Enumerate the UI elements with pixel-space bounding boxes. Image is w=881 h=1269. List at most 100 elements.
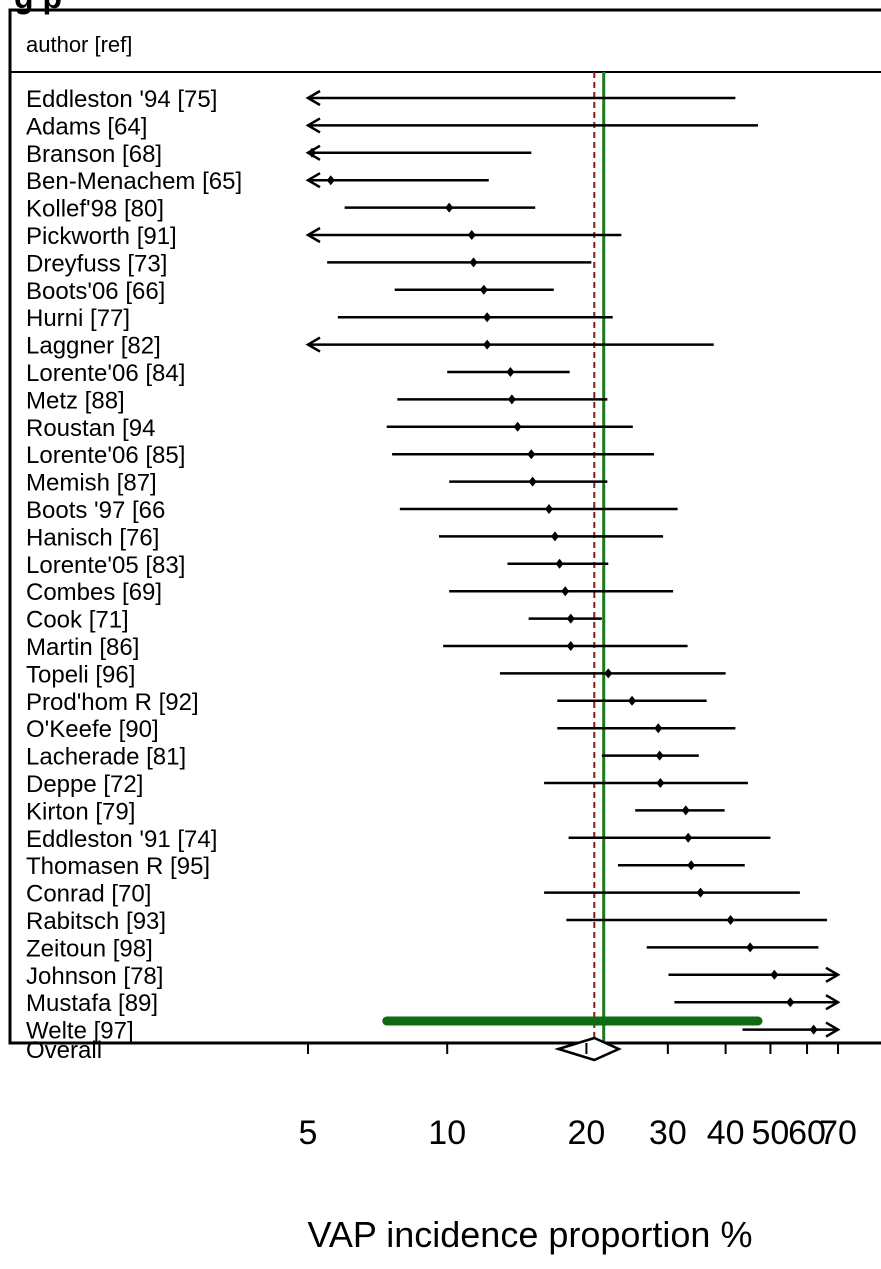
study-label: Johnson [78] [26,963,163,990]
study-label: Mustafa [89] [26,990,158,1017]
x-tick-label: 70 [819,1114,857,1152]
chart-title-partial: g p [14,0,62,15]
study-label: Eddleston '94 [75] [26,86,217,113]
study-label: Welte [97] [26,1018,134,1045]
study-label: Adams [64] [26,113,147,140]
plot-frame [8,8,881,1045]
point-estimate [479,284,488,295]
study-label: Deppe [72] [26,771,143,798]
x-tick-label: 5 [299,1114,318,1152]
point-estimate [770,969,779,980]
study-row: Lacherade [81] [26,744,699,771]
study-label: Lacherade [81] [26,744,186,771]
study-row: Lorente'06 [85] [26,442,654,469]
study-row: Lorente'05 [83] [26,552,609,579]
study-row: Eddleston '94 [75] [26,86,736,113]
study-row: Martin [86] [26,634,688,661]
study-row: Combes [69] [26,579,674,606]
point-estimate [513,421,522,432]
study-label: Cook [71] [26,607,129,634]
study-row: Prod'hom R [92] [26,689,707,716]
point-estimate [604,668,613,679]
study-row: Johnson [78] [26,963,841,990]
point-estimate [445,202,454,213]
point-estimate [696,887,705,898]
point-estimate [684,832,693,843]
study-row: Conrad [70] [26,881,800,908]
point-estimate [561,586,570,597]
study-row: Roustan [94 [26,415,633,442]
point-estimate [746,942,755,953]
x-axis-label: VAP incidence proportion % [308,1214,753,1255]
study-label: Pickworth [91] [26,223,177,250]
point-estimate [566,613,575,624]
point-estimate [507,394,516,405]
ci-right-arrow [825,966,841,983]
study-row: Topeli [96] [26,661,726,688]
column-header: author [ref] [26,32,132,57]
point-estimate [809,1024,818,1035]
point-estimate [483,312,492,323]
study-label: Ben-Menachem [65] [26,168,242,195]
point-estimate [656,778,665,788]
study-label: Martin [86] [26,634,139,661]
study-label: Combes [69] [26,579,162,606]
x-tick-label: 60 [788,1114,826,1152]
x-tick-label: 30 [649,1114,687,1152]
point-estimate [550,531,559,542]
study-label: Rabitsch [93] [26,908,166,935]
study-label: O'Keefe [90] [26,716,159,743]
study-label: Lorente'06 [84] [26,360,185,387]
study-row: Metz [88] [26,387,608,414]
study-label: Eddleston '91 [74] [26,826,217,853]
study-label: Boots'06 [66] [26,278,165,305]
study-rows: Eddleston '94 [75]Adams [64]Branson [68]… [26,86,841,1045]
study-row: Hanisch [76] [26,524,664,551]
study-row: Thomasen R [95] [26,853,745,880]
study-label: Dreyfuss [73] [26,250,167,277]
x-tick-label: 10 [428,1114,466,1152]
study-label: Conrad [70] [26,881,151,908]
point-estimate [786,997,795,1008]
study-label: Memish [87] [26,470,157,497]
reference-lines [593,72,606,1043]
study-row: Dreyfuss [73] [26,250,592,277]
point-estimate [307,147,316,158]
overall-label: Overall [26,1037,102,1064]
study-label: Branson [68] [26,141,162,168]
point-estimate [655,750,664,761]
point-estimate [469,257,478,268]
ci-left-arrow [305,117,321,134]
point-estimate [555,558,564,569]
study-row: Eddleston '91 [74] [26,826,771,853]
ci-left-arrow [305,172,321,189]
point-estimate [506,367,515,377]
x-tick-label: 40 [707,1114,745,1152]
study-label: Hurni [77] [26,305,130,332]
overall-diamond [554,1036,622,1062]
study-row: Kirton [79] [26,798,725,825]
point-estimate [681,805,690,816]
study-label: Laggner [82] [26,333,161,360]
study-row: Lorente'06 [84] [26,360,570,387]
study-row: Boots '97 [66 [26,497,678,524]
point-estimate [566,641,575,651]
study-label: Zeitoun [98] [26,935,153,962]
study-label: Lorente'06 [85] [26,442,185,469]
study-label: Hanisch [76] [26,524,159,551]
study-label: Topeli [96] [26,661,135,688]
study-row: Zeitoun [98] [26,935,819,962]
x-tick-label: 50 [752,1114,790,1152]
study-label: Thomasen R [95] [26,853,210,880]
study-row: Pickworth [91] [26,223,622,250]
overall-row: Overall [26,1036,622,1064]
study-row: Deppe [72] [26,771,748,798]
point-estimate [467,230,476,240]
point-estimate [326,175,335,186]
ci-left-arrow [305,89,321,107]
study-row: Ben-Menachem [65] [26,168,489,195]
study-row: Welte [97] [26,1018,841,1045]
point-estimate [528,476,537,487]
study-row: Kollef'98 [80] [26,196,536,223]
